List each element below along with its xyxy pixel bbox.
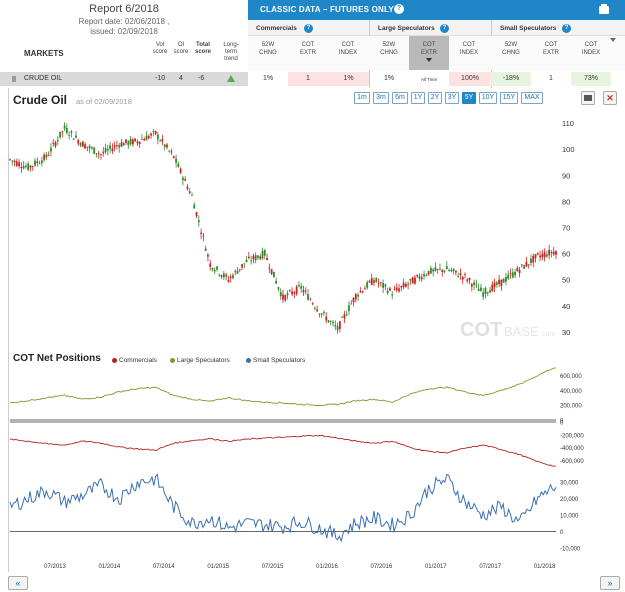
range-button-5y[interactable]: 5Y	[462, 92, 476, 104]
printer-icon	[584, 95, 592, 101]
classic-data-bar: CLASSIC DATA – FUTURES ONLY ?	[248, 0, 625, 20]
col-large-cot-extr[interactable]: COT EXTR	[409, 36, 449, 70]
legend-large-speculators: Large Speculators	[170, 357, 230, 364]
range-button-2y[interactable]: 2Y	[428, 92, 442, 104]
range-button-max[interactable]: MAX	[521, 92, 543, 104]
col-commercials-cot-extr[interactable]: COT EXTR	[299, 42, 316, 56]
print-icon[interactable]	[599, 4, 609, 14]
col-small-cot-index[interactable]: COT INDEX	[581, 42, 601, 56]
scroll-down-icon[interactable]	[610, 38, 616, 42]
group-commercials: Commercials	[256, 25, 297, 32]
help-icon[interactable]: ?	[304, 24, 313, 33]
small-spec-dot-icon	[246, 357, 251, 363]
vol-score-header: Vol score	[152, 42, 168, 55]
large-cot-index: 100%	[449, 72, 491, 86]
row-marker-icon	[12, 76, 16, 82]
table-row[interactable]: CRUDE OIL -10 4 -6 1% 1 1% 1% All Time 1…	[0, 72, 625, 86]
sort-down-icon	[426, 58, 432, 62]
market-row-cell[interactable]: CRUDE OIL -10 4 -6	[0, 72, 248, 86]
print-chart-button[interactable]	[581, 91, 595, 105]
small-cot-index: 73%	[571, 72, 611, 86]
commercials-52w-chng: 1%	[262, 75, 274, 82]
col-small-cot-extr[interactable]: COT EXTR	[542, 42, 559, 56]
total-score-header: Total score	[194, 42, 211, 55]
small-52w-chng: -18%	[491, 72, 531, 86]
market-name[interactable]: CRUDE OIL	[24, 75, 63, 82]
total-score: -6	[198, 75, 205, 82]
group-large-speculators: Large Speculators	[378, 25, 435, 32]
commercials-cot-index: 1%	[328, 72, 369, 86]
next-button[interactable]: »	[600, 576, 620, 590]
large-cot-extr: All Time	[420, 77, 437, 82]
group-small-speculators: Small Speculators	[500, 25, 557, 32]
chart-asof: as of 02/09/2018	[76, 97, 132, 106]
report-issued: issued: 02/09/2018	[90, 27, 158, 36]
report-header: Report 6/2018 Report date: 02/06/2018 , …	[0, 0, 248, 72]
col-commercials-52w-chng[interactable]: 52W CHNG	[259, 42, 277, 56]
range-button-10y[interactable]: 10Y	[479, 92, 497, 104]
oi-score: 4	[179, 75, 183, 82]
commercials-cot-extr: 1	[288, 72, 328, 86]
legend-small-speculators: Small Speculators	[246, 357, 305, 364]
help-icon[interactable]: ?	[394, 4, 404, 14]
legend-commercials: Commercials	[112, 357, 157, 364]
cot-chart-title: COT Net Positions	[13, 353, 101, 364]
range-button-3m[interactable]: 3m	[373, 92, 389, 104]
range-button-15y[interactable]: 15Y	[500, 92, 518, 104]
range-button-1y[interactable]: 1Y	[411, 92, 425, 104]
help-icon[interactable]: ?	[440, 24, 449, 33]
trend-up-icon	[227, 75, 235, 82]
col-large-cot-index[interactable]: COT INDEX	[459, 42, 479, 56]
close-chart-button[interactable]: ✕	[603, 91, 617, 105]
oi-score-header: OI score	[173, 42, 189, 55]
col-small-52w-chng[interactable]: 52W CHNG	[502, 42, 520, 56]
range-button-3y[interactable]: 3Y	[445, 92, 459, 104]
range-button-6m[interactable]: 6m	[392, 92, 408, 104]
group-header-row: Commercials ? Large Speculators ? Small …	[248, 20, 625, 36]
help-icon[interactable]: ?	[562, 24, 571, 33]
small-cot-extr: 1	[549, 75, 553, 82]
col-commercials-cot-index[interactable]: COT INDEX	[338, 42, 358, 56]
classic-data-title: CLASSIC DATA – FUTURES ONLY	[260, 5, 394, 14]
prev-button[interactable]: «	[8, 576, 28, 590]
chart-panel	[8, 88, 620, 572]
subheader-row: 52W CHNG COT EXTR COT INDEX 52W CHNG COT EXTR…	[248, 36, 625, 70]
large-spec-dot-icon	[170, 357, 175, 363]
markets-label: MARKETS	[24, 49, 64, 58]
range-button-1m[interactable]: 1m	[354, 92, 370, 104]
chart-title: Crude Oil	[13, 93, 68, 107]
large-52w-chng: 1%	[383, 75, 395, 82]
col-large-52w-chng[interactable]: 52W CHNG	[380, 42, 398, 56]
report-date: Report date: 02/06/2018 ,	[78, 17, 170, 26]
long-term-trend-header: Long-term trend	[223, 42, 239, 62]
commercials-dot-icon	[112, 357, 117, 363]
report-title: Report 6/2018	[89, 3, 159, 15]
vol-score: -10	[155, 75, 166, 82]
